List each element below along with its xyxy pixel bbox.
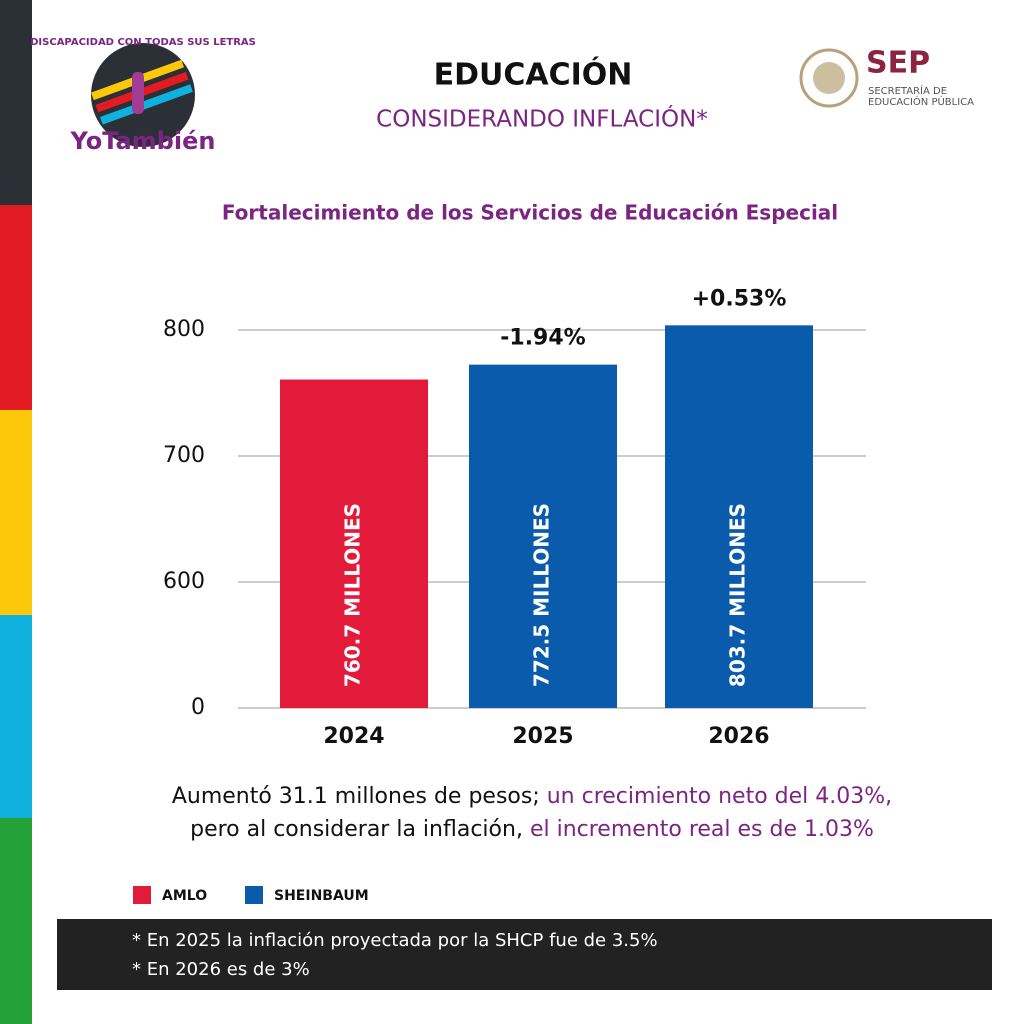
summary-line: Aumentó 31.1 millones de pesos; un creci… <box>172 784 892 809</box>
title: EDUCACIÓN <box>434 56 633 93</box>
left-logo: DISCAPACIDAD CON TODAS SUS LETRAS YoTamb… <box>30 37 256 155</box>
logo-stripe <box>99 84 193 125</box>
sep-line: EDUCACIÓN PÚBLICA <box>868 95 974 108</box>
summary-line: pero al considerar la inflación, el incr… <box>190 817 874 842</box>
note: * En 2025 la inflación proyectada por la… <box>132 930 658 951</box>
value-label: 803.7 MILLONES <box>726 503 750 687</box>
y-tick-label: 700 <box>163 443 205 468</box>
sep-name: SEP <box>866 46 930 81</box>
sep-line: SECRETARÍA DE <box>868 84 947 97</box>
seal-center <box>813 62 845 94</box>
legend: AMLO SHEINBAUM <box>133 886 369 904</box>
notes-box <box>57 919 992 990</box>
y-tick-label: 600 <box>163 569 205 594</box>
stripe <box>0 0 32 205</box>
legend-swatch <box>133 886 151 904</box>
logo-arc-text: DISCAPACIDAD CON TODAS SUS LETRAS <box>30 37 256 48</box>
bar <box>280 379 428 708</box>
summary-highlight: el incremento real es de 1.03% <box>530 817 874 842</box>
stripe <box>0 615 32 818</box>
legend-label: AMLO <box>162 888 207 904</box>
bar <box>665 325 813 708</box>
bar <box>469 364 617 708</box>
summary-highlight: un crecimiento neto del 4.03%, <box>547 784 892 809</box>
note: * En 2026 es de 3% <box>132 959 310 980</box>
chart-title: Fortalecimiento de los Servicios de Educ… <box>222 201 838 225</box>
subtitle: CONSIDERANDO INFLACIÓN* <box>376 105 708 133</box>
summary-text: Aumentó 31.1 millones de pesos; <box>172 784 547 809</box>
legend-label: SHEINBAUM <box>274 888 369 904</box>
stripe <box>0 205 32 410</box>
legend-swatch <box>245 886 263 904</box>
x-tick-label: 2025 <box>512 724 573 749</box>
y-tick-label: 0 <box>191 695 205 720</box>
value-label: 760.7 MILLONES <box>341 503 365 687</box>
seal <box>799 48 859 108</box>
chart: 0 600 700 800 2024 2025 2026 760.7 MILLONES 772.… <box>163 286 866 749</box>
logo-hand <box>132 72 144 114</box>
annotation: +0.53% <box>692 286 787 311</box>
y-tick-label: 800 <box>163 317 205 342</box>
stripe <box>0 818 32 1024</box>
x-tick-label: 2026 <box>708 724 769 749</box>
stripe <box>0 410 32 615</box>
annotation: -1.94% <box>500 326 585 351</box>
value-label: 772.5 MILLONES <box>530 503 554 687</box>
x-tick-label: 2024 <box>323 724 384 749</box>
right-logo: SEP SECRETARÍA DE EDUCACIÓN PÚBLICA <box>799 46 974 108</box>
logo-name: YoTambién <box>70 127 216 155</box>
summary-text: pero al considerar la inflación, <box>190 817 530 842</box>
